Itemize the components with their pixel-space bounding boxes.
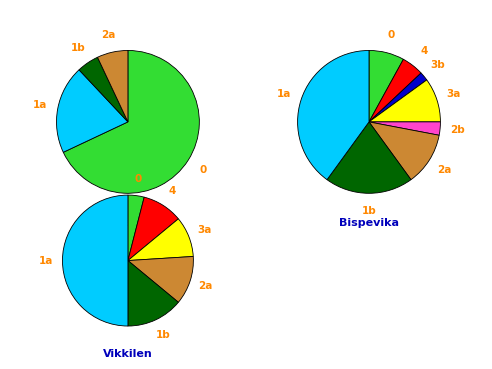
Text: 2a: 2a (199, 281, 213, 291)
Wedge shape (298, 51, 369, 180)
Wedge shape (63, 51, 199, 193)
Text: 3a: 3a (197, 225, 211, 235)
Wedge shape (369, 122, 439, 180)
Text: 0: 0 (200, 165, 207, 175)
Wedge shape (369, 122, 440, 135)
Text: 2a: 2a (437, 165, 452, 175)
Text: 0: 0 (134, 175, 142, 184)
Wedge shape (369, 73, 427, 122)
Text: Vikkilen: Vikkilen (103, 349, 153, 359)
Wedge shape (97, 51, 128, 122)
Wedge shape (128, 195, 144, 261)
Wedge shape (327, 122, 411, 193)
Text: 1b: 1b (155, 330, 170, 339)
Text: 3a: 3a (447, 89, 461, 99)
Text: 1b: 1b (70, 43, 85, 53)
Text: 1a: 1a (39, 256, 53, 266)
Text: Bispevika: Bispevika (339, 218, 399, 228)
Wedge shape (79, 57, 128, 122)
Wedge shape (369, 80, 440, 122)
Text: 0: 0 (388, 30, 395, 41)
Text: 3b: 3b (430, 60, 445, 70)
Text: Jeløya: Jeløya (109, 218, 147, 228)
Text: 1a: 1a (33, 100, 47, 110)
Wedge shape (57, 70, 128, 152)
Wedge shape (62, 195, 128, 326)
Wedge shape (128, 219, 193, 261)
Wedge shape (369, 51, 403, 122)
Wedge shape (128, 197, 179, 261)
Wedge shape (369, 59, 421, 122)
Text: 2b: 2b (451, 125, 465, 135)
Text: 2a: 2a (101, 30, 116, 40)
Text: 4: 4 (420, 46, 428, 56)
Wedge shape (128, 261, 179, 326)
Text: 1b: 1b (362, 206, 376, 216)
Text: 1a: 1a (277, 89, 291, 99)
Text: 4: 4 (168, 186, 176, 196)
Wedge shape (128, 256, 193, 302)
